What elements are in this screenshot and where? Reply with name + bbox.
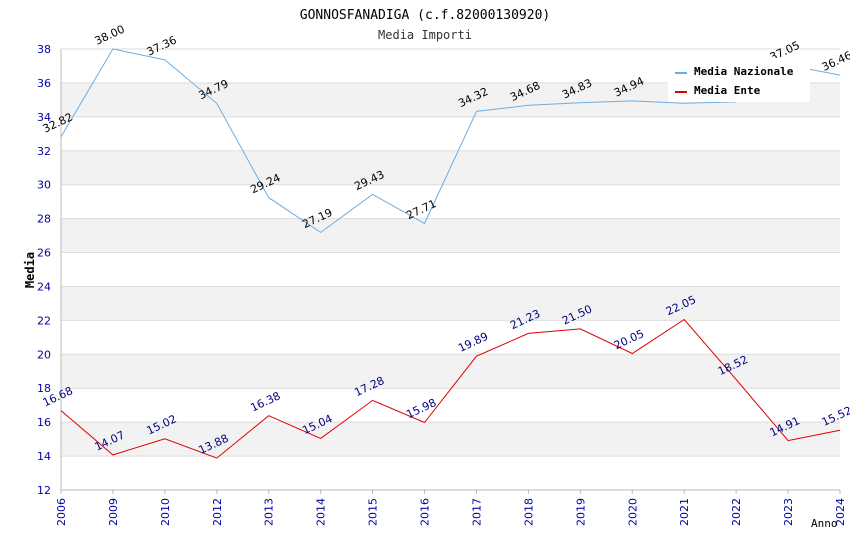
y-tick-label: 34 [37, 111, 51, 124]
plot-band [61, 320, 840, 355]
series-line-media-nazionale [60, 48, 841, 234]
y-tick-label: 12 [37, 484, 51, 497]
y-tick-label: 38 [37, 43, 51, 56]
legend-label-media-ente: Media Ente [694, 84, 761, 97]
y-axis-label: Media [23, 252, 37, 288]
plot-band [61, 286, 840, 321]
plot-band [61, 388, 840, 423]
x-tick-label: 2015 [367, 498, 380, 526]
x-tick-label: 2020 [626, 498, 639, 526]
x-tick-label: 2012 [211, 498, 224, 526]
x-tick-label: 2024 [834, 498, 847, 526]
x-tick-label: 2021 [678, 498, 691, 526]
x-tick-label: 2010 [159, 498, 172, 526]
x-axis-label: Anno [811, 517, 838, 530]
legend: Media Nazionale Media Ente [668, 58, 810, 102]
y-tick-label: 16 [37, 416, 51, 429]
y-tick-label: 26 [37, 247, 51, 260]
x-tick-label: 2014 [315, 498, 328, 526]
plot-band [61, 456, 840, 490]
series-line-media-ente [60, 318, 841, 459]
y-tick-label: 24 [37, 280, 51, 293]
plot-band [61, 116, 840, 151]
legend-label-media-nazionale: Media Nazionale [694, 65, 794, 78]
y-tick-label: 20 [37, 348, 51, 361]
x-tick-label: 2023 [782, 498, 795, 526]
y-tick-label: 32 [37, 145, 51, 158]
x-tick-label: 2006 [55, 498, 68, 526]
y-tick-label: 14 [37, 450, 51, 463]
x-tick-label: 2019 [574, 498, 587, 526]
plot-band [61, 422, 840, 457]
x-tick-label: 2009 [107, 498, 120, 526]
data-label-media-nazionale: 38.00 [93, 23, 127, 48]
x-tick-label: 2018 [522, 498, 535, 526]
y-tick-label: 28 [37, 213, 51, 226]
x-tick-label: 2017 [470, 498, 483, 526]
plot-band [61, 252, 840, 287]
legend-box [668, 58, 810, 102]
plot-band [61, 184, 840, 219]
y-tick-label: 18 [37, 382, 51, 395]
chart-title: GONNOSFANADIGA (c.f.82000130920) [300, 8, 550, 23]
y-tick-label: 30 [37, 179, 51, 192]
x-tick-labels: 2006 2009 2010 2012 2013 2014 2015 2016 2017 2018… [55, 498, 847, 526]
plot-band [61, 218, 840, 253]
x-tick-label: 2016 [419, 498, 432, 526]
y-tick-label: 22 [37, 314, 51, 327]
x-tick-label: 2013 [263, 498, 276, 526]
y-tick-labels: 12 14 16 18 20 22 24 26 28 30 32 34 36 38 [37, 43, 51, 497]
x-tick-label: 2022 [730, 498, 743, 526]
chart-subtitle: Media Importi [378, 28, 472, 42]
plot-band [61, 354, 840, 389]
gridlines [60, 48, 841, 494]
y-tick-label: 36 [37, 77, 51, 90]
